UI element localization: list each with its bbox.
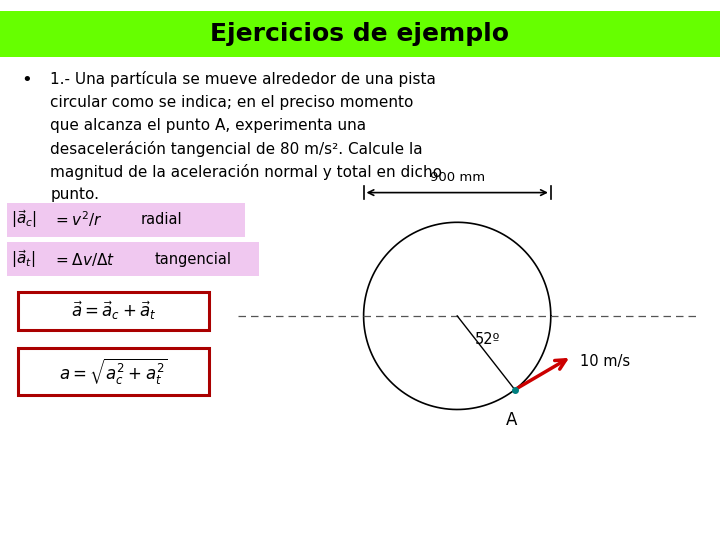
Text: 900 mm: 900 mm: [430, 172, 485, 185]
Text: radial: radial: [140, 212, 182, 227]
Bar: [7, 242, 259, 276]
Text: $|\vec{a}_c|$: $|\vec{a}_c|$: [11, 208, 37, 231]
Text: circular como se indica; en el preciso momento: circular como se indica; en el preciso m…: [50, 94, 414, 110]
Text: $= v^2/r$: $= v^2/r$: [53, 210, 102, 230]
Text: 1.- Una partícula se mueve alrededor de una pista: 1.- Una partícula se mueve alrededor de …: [50, 71, 436, 87]
Text: 52º: 52º: [475, 332, 500, 347]
Bar: [0, 11, 720, 57]
Bar: [7, 202, 245, 237]
Text: $a = \sqrt{a_c^2 + a_t^2}$: $a = \sqrt{a_c^2 + a_t^2}$: [59, 356, 168, 387]
Text: •: •: [22, 71, 32, 89]
Text: 10 m/s: 10 m/s: [580, 354, 630, 369]
Text: $\vec{a} = \vec{a}_c + \vec{a}_t$: $\vec{a} = \vec{a}_c + \vec{a}_t$: [71, 300, 156, 322]
Text: que alcanza el punto A, experimenta una: que alcanza el punto A, experimenta una: [50, 118, 366, 133]
Text: tangencial: tangencial: [155, 252, 232, 267]
Text: $= \Delta v / \Delta t$: $= \Delta v / \Delta t$: [53, 251, 114, 268]
Text: magnitud de la aceleración normal y total en dicho: magnitud de la aceleración normal y tota…: [50, 164, 442, 180]
Text: Ejercicios de ejemplo: Ejercicios de ejemplo: [210, 22, 510, 46]
Text: A: A: [505, 411, 517, 429]
Text: punto.: punto.: [50, 187, 99, 202]
Text: $|\vec{a}_t|$: $|\vec{a}_t|$: [11, 248, 35, 271]
Bar: [18, 292, 209, 330]
Bar: [18, 348, 209, 395]
Text: desaceleráción tangencial de 80 m/s². Calcule la: desaceleráción tangencial de 80 m/s². Ca…: [50, 141, 423, 157]
